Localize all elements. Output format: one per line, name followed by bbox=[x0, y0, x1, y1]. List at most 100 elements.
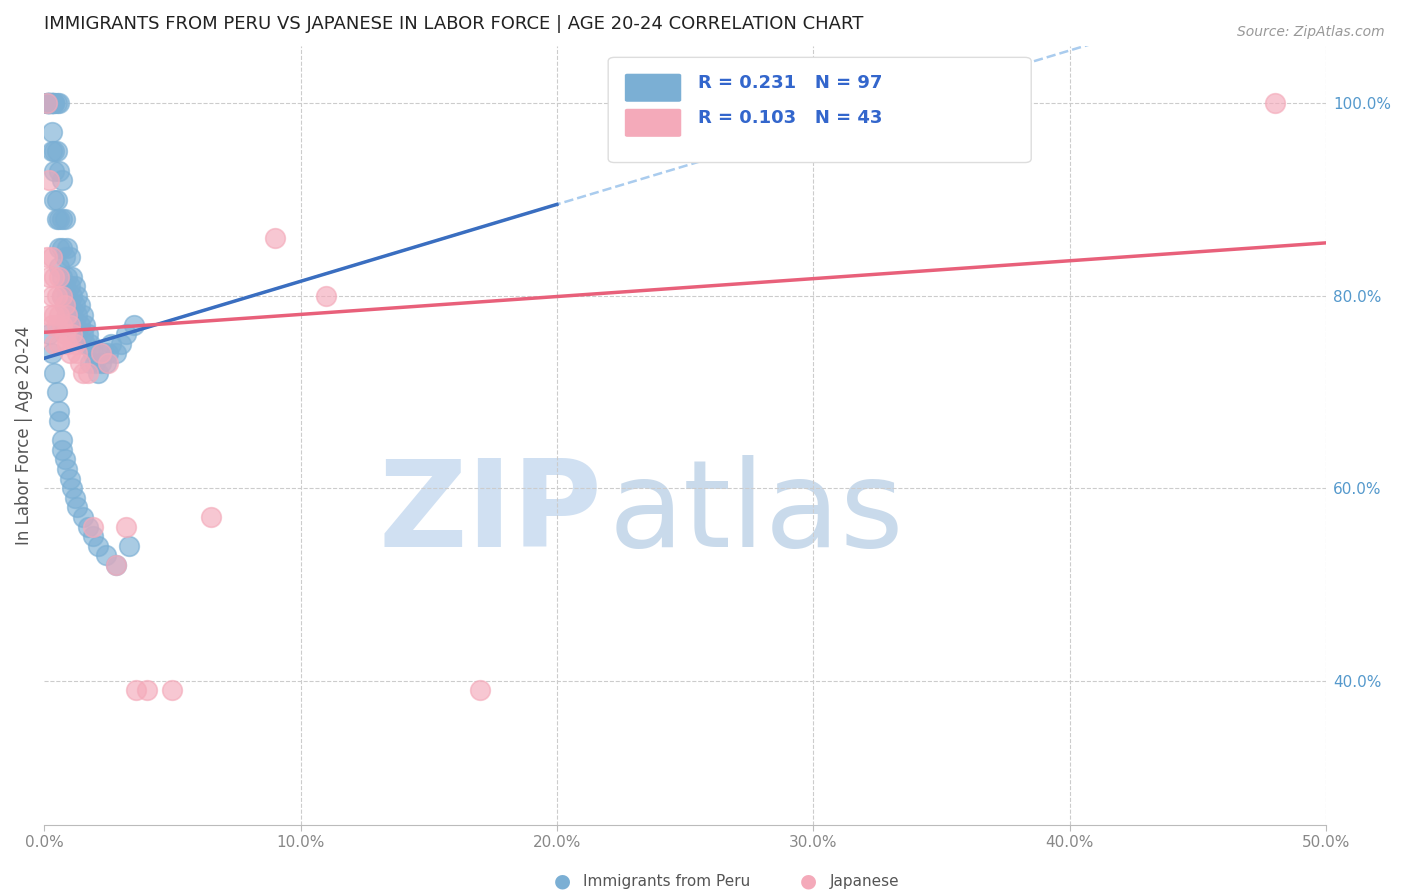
Point bbox=[51, 289, 73, 303]
Point bbox=[60, 308, 83, 322]
FancyBboxPatch shape bbox=[609, 57, 1031, 162]
Point bbox=[135, 683, 157, 698]
Point bbox=[53, 452, 76, 467]
Point bbox=[45, 145, 67, 159]
Point bbox=[84, 356, 107, 370]
Point bbox=[53, 318, 76, 332]
Point bbox=[38, 327, 60, 342]
Point bbox=[45, 211, 67, 226]
Point bbox=[35, 250, 58, 264]
Text: ●: ● bbox=[800, 871, 817, 891]
Point bbox=[75, 336, 97, 351]
Point bbox=[468, 683, 491, 698]
Text: Source: ZipAtlas.com: Source: ZipAtlas.com bbox=[1237, 25, 1385, 39]
Point bbox=[51, 173, 73, 187]
Point bbox=[66, 308, 89, 322]
FancyBboxPatch shape bbox=[624, 74, 682, 102]
Point bbox=[115, 519, 138, 533]
Point bbox=[63, 336, 86, 351]
Point bbox=[48, 96, 70, 111]
Point bbox=[56, 289, 79, 303]
Point bbox=[35, 96, 58, 111]
Point bbox=[38, 96, 60, 111]
Point bbox=[94, 549, 117, 563]
Point bbox=[104, 346, 127, 360]
Point bbox=[56, 336, 79, 351]
Point bbox=[56, 241, 79, 255]
Point bbox=[41, 289, 63, 303]
Point bbox=[82, 519, 104, 533]
Point bbox=[59, 346, 82, 360]
Point bbox=[94, 356, 117, 370]
Point bbox=[75, 318, 97, 332]
Point bbox=[63, 298, 86, 312]
Point bbox=[45, 193, 67, 207]
Point bbox=[76, 366, 98, 380]
Point bbox=[59, 471, 82, 485]
Point bbox=[38, 96, 60, 111]
Point bbox=[162, 683, 184, 698]
Point bbox=[51, 241, 73, 255]
Point bbox=[263, 231, 285, 245]
Point bbox=[1264, 96, 1286, 111]
Point bbox=[48, 241, 70, 255]
Text: Japanese: Japanese bbox=[830, 874, 900, 888]
Point bbox=[72, 510, 94, 524]
Point bbox=[59, 250, 82, 264]
Point bbox=[315, 289, 337, 303]
Point bbox=[63, 318, 86, 332]
Point bbox=[56, 462, 79, 476]
Point bbox=[48, 414, 70, 428]
Text: R = 0.231   N = 97: R = 0.231 N = 97 bbox=[697, 74, 883, 92]
Point bbox=[118, 539, 141, 553]
Point bbox=[38, 96, 60, 111]
Point bbox=[41, 96, 63, 111]
Point bbox=[59, 279, 82, 293]
Point bbox=[51, 442, 73, 457]
Point bbox=[104, 558, 127, 573]
Point bbox=[59, 318, 82, 332]
Point bbox=[82, 529, 104, 543]
Point bbox=[89, 346, 111, 360]
Point bbox=[56, 308, 79, 322]
Point bbox=[72, 327, 94, 342]
Point bbox=[53, 327, 76, 342]
Point bbox=[97, 356, 120, 370]
Point bbox=[48, 404, 70, 418]
Point bbox=[89, 356, 111, 370]
Point bbox=[66, 289, 89, 303]
Point bbox=[44, 366, 66, 380]
Point bbox=[66, 346, 89, 360]
Point bbox=[44, 269, 66, 284]
Point bbox=[45, 289, 67, 303]
Point bbox=[48, 163, 70, 178]
Point bbox=[44, 193, 66, 207]
Point bbox=[38, 96, 60, 111]
Point bbox=[38, 308, 60, 322]
Point bbox=[51, 211, 73, 226]
Point bbox=[48, 211, 70, 226]
Point bbox=[35, 96, 58, 111]
Point bbox=[53, 279, 76, 293]
Point bbox=[45, 384, 67, 399]
Point bbox=[41, 96, 63, 111]
Point bbox=[53, 211, 76, 226]
Point bbox=[53, 298, 76, 312]
Point bbox=[60, 481, 83, 495]
Point bbox=[38, 269, 60, 284]
Point bbox=[82, 346, 104, 360]
Point bbox=[38, 96, 60, 111]
Point bbox=[87, 366, 110, 380]
Point bbox=[60, 269, 83, 284]
Point bbox=[44, 96, 66, 111]
Point bbox=[41, 346, 63, 360]
FancyBboxPatch shape bbox=[624, 109, 682, 136]
Point bbox=[41, 250, 63, 264]
Point bbox=[69, 298, 91, 312]
Point bbox=[51, 433, 73, 447]
Point bbox=[59, 318, 82, 332]
Point bbox=[79, 336, 101, 351]
Point bbox=[44, 96, 66, 111]
Point bbox=[41, 125, 63, 139]
Point bbox=[72, 308, 94, 322]
